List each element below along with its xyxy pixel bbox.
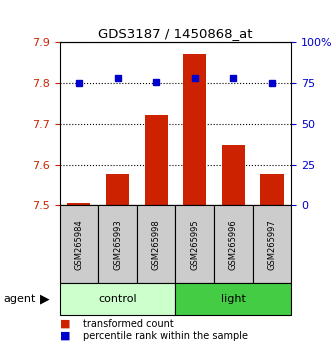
Text: GSM265995: GSM265995: [190, 219, 199, 270]
Text: GSM265984: GSM265984: [74, 219, 83, 270]
Bar: [145, 115, 168, 205]
Text: ■: ■: [60, 331, 70, 341]
Bar: [222, 145, 245, 205]
Text: ■: ■: [60, 319, 70, 329]
Bar: [67, 203, 90, 205]
Text: GSM265998: GSM265998: [152, 219, 161, 270]
Text: control: control: [98, 294, 137, 304]
Text: GSM265993: GSM265993: [113, 219, 122, 270]
Bar: [214, 205, 253, 283]
Bar: [137, 205, 175, 283]
Bar: [175, 205, 214, 283]
Text: GSM265996: GSM265996: [229, 219, 238, 270]
Title: GDS3187 / 1450868_at: GDS3187 / 1450868_at: [98, 27, 253, 40]
Text: transformed count: transformed count: [83, 319, 173, 329]
Text: agent: agent: [3, 294, 36, 304]
Text: light: light: [221, 294, 246, 304]
Text: percentile rank within the sample: percentile rank within the sample: [83, 331, 248, 341]
Bar: [106, 174, 129, 205]
Bar: [60, 283, 175, 315]
Bar: [253, 205, 291, 283]
Bar: [175, 283, 291, 315]
Bar: [98, 205, 137, 283]
Bar: [60, 205, 98, 283]
Bar: [183, 54, 206, 205]
Text: ▶: ▶: [40, 293, 49, 306]
Text: GSM265997: GSM265997: [267, 219, 276, 270]
Bar: [260, 174, 284, 205]
